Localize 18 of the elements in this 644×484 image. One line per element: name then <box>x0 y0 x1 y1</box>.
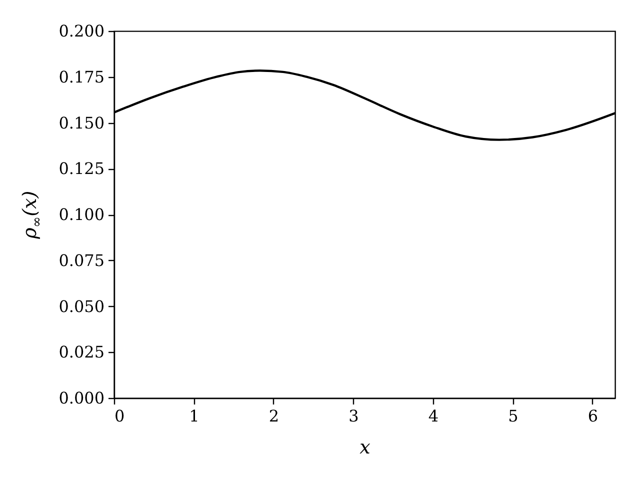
y-tick-label: 0.100 <box>58 205 104 224</box>
y-tick-label: 0.050 <box>58 296 104 316</box>
x-tick-label: 0 <box>114 406 125 426</box>
y-tick-label: 0.075 <box>58 250 104 270</box>
x-axis-title: x <box>360 436 371 458</box>
x-tick-label: 4 <box>428 406 439 426</box>
x-tick-label: 2 <box>268 406 280 426</box>
x-tick-label: 5 <box>508 406 518 426</box>
y-tick-label: 0.150 <box>58 113 104 132</box>
y-tick-label: 0.175 <box>58 67 104 86</box>
y-axis-title: ρ∞(x) <box>19 190 45 240</box>
y-tick-label: 0.200 <box>58 22 104 40</box>
x-tick-label: 3 <box>348 406 359 426</box>
x-tick-label: 1 <box>189 406 200 426</box>
x-tick-label: 6 <box>588 406 598 426</box>
y-tick-label: 0.000 <box>58 388 104 408</box>
y-tick-label: 0.125 <box>58 159 104 178</box>
y-tick-label: 0.025 <box>58 342 104 362</box>
